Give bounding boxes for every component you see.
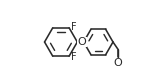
Text: F: F <box>71 22 77 32</box>
Text: O: O <box>114 58 122 68</box>
Text: F: F <box>71 52 77 62</box>
Text: O: O <box>78 37 87 47</box>
